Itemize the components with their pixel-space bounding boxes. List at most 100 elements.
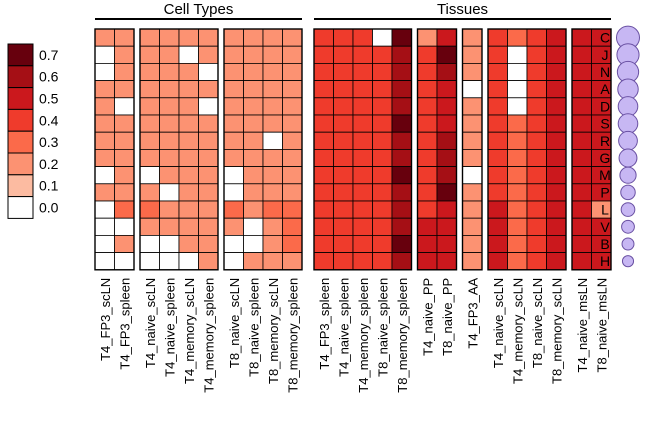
heatmap-cell [223, 234, 244, 253]
heatmap-cell [571, 63, 592, 82]
heatmap-cell [114, 28, 135, 47]
heatmap-cell [159, 114, 180, 133]
column-label: T4_FP3_scLN [98, 278, 113, 361]
heatmap-cell [571, 200, 592, 219]
heatmap-cell [436, 28, 457, 47]
heatmap-cell [391, 28, 412, 47]
legend-swatch-0 [7, 43, 34, 67]
heatmap-cell [178, 80, 199, 99]
heatmap-cell [417, 183, 438, 202]
heatmap-cell [159, 183, 180, 202]
heatmap-cell [571, 148, 592, 167]
heatmap-cell [417, 28, 438, 47]
heatmap-cell [372, 131, 393, 150]
heatmap-cell [114, 45, 135, 64]
column-block-border [416, 28, 458, 271]
heatmap-cell [198, 45, 219, 64]
heatmap-cell [139, 217, 160, 236]
heatmap-cell [198, 200, 219, 219]
heatmap-cell [243, 252, 264, 271]
heatmap-cell [436, 45, 457, 64]
column-block-border [461, 28, 483, 271]
row-label: R [600, 133, 610, 149]
row-label: G [600, 150, 611, 166]
heatmap-cell [436, 114, 457, 133]
heatmap-cell [436, 200, 457, 219]
legend-swatch-2 [7, 87, 34, 110]
heatmap-cell [462, 45, 483, 64]
heatmap-cell [313, 45, 334, 64]
column-block-border [487, 28, 567, 271]
heatmap-cell [352, 97, 373, 116]
heatmap-cell [262, 148, 283, 167]
heatmap-cells [94, 28, 612, 271]
heatmap-cell [262, 183, 283, 202]
heatmap-cell [462, 200, 483, 219]
heatmap-cell [436, 131, 457, 150]
heatmap-cell [333, 131, 354, 150]
column-label: T4_naive_PP [420, 278, 435, 356]
column-label: T8_naive_msLN [594, 278, 609, 373]
heatmap-cell [526, 148, 547, 167]
heatmap-cell [333, 166, 354, 185]
heatmap-cell [333, 200, 354, 219]
column-label: T4_naive_spleen [336, 278, 351, 377]
heatmap-cell [114, 63, 135, 82]
heatmap-cell [139, 166, 160, 185]
heatmap-cell [139, 148, 160, 167]
heatmap-cell [159, 45, 180, 64]
heatmap-cell [313, 148, 334, 167]
heatmap-cell [114, 217, 135, 236]
heatmap-cell [526, 63, 547, 82]
column-label: T8_naive_spleen [375, 278, 390, 377]
legend-tick-label: 0.1 [39, 178, 59, 194]
heatmap-cell [178, 252, 199, 271]
heatmap-cell [546, 217, 567, 236]
column-label: T8_naive_spleen [246, 278, 261, 377]
heatmap-cell [436, 217, 457, 236]
row-size-circle [617, 96, 639, 117]
heatmap-cell [546, 28, 567, 47]
heatmap-cell [243, 45, 264, 64]
heatmap-cell [333, 80, 354, 99]
heatmap-cell [487, 28, 508, 47]
heatmap-cell [114, 148, 135, 167]
heatmap-cell [114, 166, 135, 185]
heatmap-cell [243, 200, 264, 219]
heatmap-cell [487, 217, 508, 236]
heatmap-cell [313, 114, 334, 133]
heatmap-cell [462, 166, 483, 185]
legend-swatch-6 [7, 174, 34, 198]
heatmap-cell [391, 63, 412, 82]
heatmap-cell [546, 183, 567, 202]
color-legend: 0.7 0.6 0.5 0.4 0.3 0.2 0.1 0.0 [7, 43, 59, 219]
heatmap-cell [313, 200, 334, 219]
heatmap-cell [114, 183, 135, 202]
heatmap-cell [139, 114, 160, 133]
heatmap-cell [94, 183, 115, 202]
heatmap-cell [313, 252, 334, 271]
heatmap-cell [223, 63, 244, 82]
heatmap-cell [198, 114, 219, 133]
heatmap-cell [243, 166, 264, 185]
heatmap-cell [462, 97, 483, 116]
heatmap-cell [159, 217, 180, 236]
heatmap-cell [333, 252, 354, 271]
column-label: T4_naive_msLN [575, 278, 590, 373]
row-label: B [600, 236, 609, 252]
heatmap-cell [243, 217, 264, 236]
heatmap-cell [94, 80, 115, 99]
heatmap-cell [487, 97, 508, 116]
heatmap-cell [313, 131, 334, 150]
heatmap-cell [526, 45, 547, 64]
column-label: T4_FP3_spleen [117, 278, 132, 370]
legend-tick-label: 0.2 [39, 156, 59, 172]
heatmap-cell [546, 200, 567, 219]
heatmap-cell [372, 28, 393, 47]
heatmap-cell [178, 200, 199, 219]
column-label: T8_naive_PP [440, 278, 455, 356]
heatmap-cell [417, 252, 438, 271]
heatmap-cell [462, 28, 483, 47]
